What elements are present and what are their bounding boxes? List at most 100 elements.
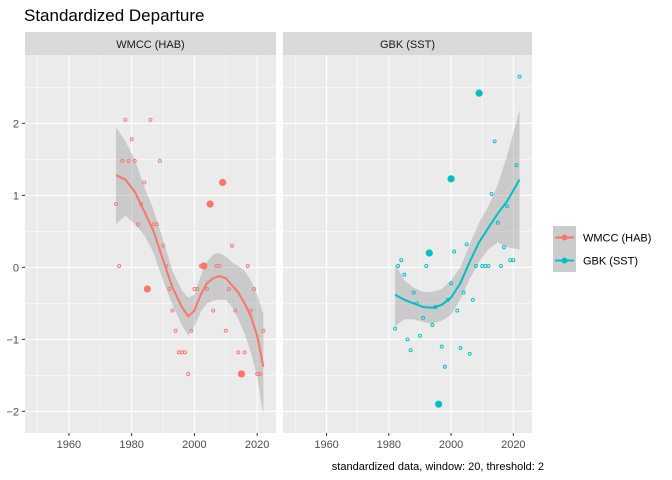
data-point [236,350,241,355]
data-point [157,158,162,163]
data-point [211,308,216,313]
legend-label: GBK (SST) [583,256,638,268]
x-tick-label: 1980 [119,439,143,451]
facet-strip-label: GBK (SST) [380,39,435,51]
data-point [399,258,404,263]
data-point [230,243,235,248]
data-point [170,308,175,313]
data-point [154,222,159,227]
data-point [405,337,410,342]
data-point [120,158,125,163]
data-point [396,264,401,268]
x-tick-label: 2020 [501,439,525,451]
legend-key-point [561,257,568,264]
data-point [245,264,250,268]
data-point [129,137,134,142]
data-point [470,297,475,302]
chart-title: Standardized Departure [24,6,205,25]
data-point [258,372,263,376]
y-tick-label: −1 [6,334,19,346]
data-point [132,158,137,163]
data-point [418,333,422,338]
data-point [402,272,407,277]
data-point [183,350,187,355]
data-point [117,264,122,268]
facet-strip [283,32,532,55]
chart-caption: standardized data, window: 20, threshold… [332,461,544,473]
facet-panel: WMCC (HAB) 1960 1980 2000 2020 −2 −1 0 1 2 [6,32,276,451]
data-point [495,220,500,225]
trend-line [115,174,265,367]
legend-label: WMCC (HAB) [583,233,651,245]
highlighted-point [435,400,443,408]
data-point [467,351,472,356]
data-point [126,158,131,163]
data-point [492,139,497,144]
data-point [474,264,478,268]
data-point [452,249,457,254]
data-point [411,290,416,295]
data-point [449,281,454,286]
data-point [142,180,147,185]
confidence-band [116,127,264,415]
x-tick-label: 2000 [439,439,463,451]
data-point [242,350,247,355]
data-point [148,117,153,122]
x-tick-label: 2000 [182,439,206,451]
highlighted-point [200,262,208,270]
highlighted-point [475,89,483,97]
legend-key-point [561,234,568,241]
data-point [173,328,178,333]
data-point [217,264,222,268]
data-point [233,308,238,313]
highlighted-point [237,370,246,378]
data-point [189,328,194,333]
data-point [517,74,522,79]
data-point [195,287,200,291]
data-point [514,163,519,168]
data-point [114,202,118,206]
data-point [226,287,231,291]
facet-panel: GBK (SST) 1960 1980 2000 2020 [283,32,532,451]
highlighted-point [425,249,433,257]
data-point [252,287,256,291]
facet-strip-label: WMCC (HAB) [116,39,184,51]
y-tick-label: 2 [13,118,19,130]
data-point [455,308,460,313]
data-point [511,258,516,263]
x-tick-label: 1980 [377,439,401,451]
data-point [167,287,172,291]
data-point [261,328,266,333]
data-point [461,290,466,295]
data-point [489,192,494,196]
highlighted-point [206,200,214,208]
data-point [498,264,503,268]
data-point [458,346,463,350]
highlighted-point [143,285,151,293]
legend: WMCC (HAB) GBK (SST) [553,226,651,272]
x-tick-label: 1960 [314,439,338,451]
facet-strip [25,32,276,55]
highlighted-point [447,175,455,183]
data-point [442,364,447,369]
data-point [439,344,444,349]
data-point [430,323,435,327]
y-tick-label: 1 [13,190,19,202]
data-point [464,242,469,247]
data-point [123,117,128,122]
data-point [223,328,228,333]
x-tick-label: 1960 [57,439,81,451]
data-point [421,315,426,320]
data-point [408,348,413,353]
data-point [486,264,491,268]
data-point [186,372,191,376]
data-point [248,308,253,313]
highlighted-point [219,178,227,187]
trend-line [394,179,521,309]
data-point [424,264,429,268]
data-point [135,222,140,227]
data-point [161,243,166,248]
data-point [393,326,397,331]
y-tick-label: −2 [6,406,19,418]
